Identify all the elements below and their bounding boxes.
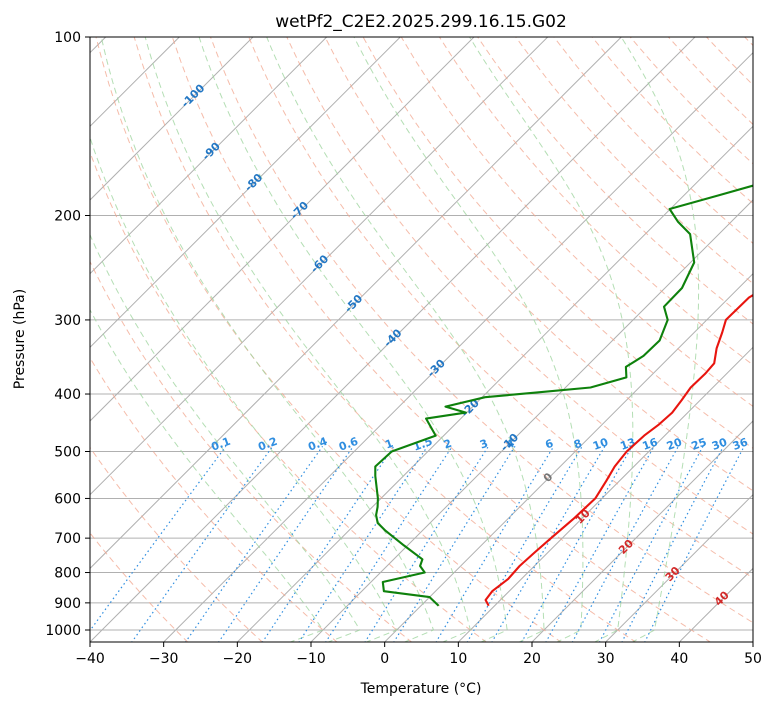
y-tick-label: 800 [54,566,81,582]
x-tick-label: 10 [449,651,467,667]
isotherm-line [383,272,753,642]
mixing-ratio-label: 0.2 [256,435,279,454]
x-tick-label: −40 [75,651,105,667]
isotherm-line [90,37,254,201]
mixing-ratio-label: 0.4 [306,435,329,454]
mixing-ratio-label: 0.1 [209,435,232,454]
isotherm-line [236,125,753,642]
dewpoint-profile-line [374,184,753,607]
mixing-ratio-line [521,445,633,642]
dry-adiabat [515,37,753,285]
dry-adiabat [90,260,413,642]
dry-adiabat [286,37,753,535]
moist-adiabat [620,37,700,642]
moist-adiabat [90,135,398,642]
x-tick-label: −30 [149,651,179,667]
moist-adiabat [144,37,471,642]
dry-adiabat [95,37,562,642]
mixing-ratio-line [184,445,324,642]
isotherm-line [604,493,753,642]
mixing-ratio-label: 2 [442,437,454,452]
mixing-ratio-line [435,445,555,642]
moist-adiabat [100,37,435,642]
isotherm-line [90,37,475,422]
chart-title: wetPf2_C2E2.2025.299.16.15.G02 [275,12,567,32]
mixing-ratio-line [491,445,606,642]
isotherm-line [457,346,753,642]
x-tick-label: 50 [744,651,762,667]
mixing-ratio-line [325,445,453,642]
isotherm-line [531,420,753,642]
mixing-ratio-label: 20 [665,435,684,453]
y-tick-label: 1000 [45,623,81,639]
moist-adiabat [353,37,584,642]
isotherm-line [90,37,549,496]
moist-adiabat [90,308,324,642]
mixing-ratio-line [466,445,583,642]
moist-adiabat [90,233,361,642]
y-tick-label: 700 [54,531,81,547]
y-tick-label: 900 [54,596,81,612]
x-tick-label: 20 [523,651,541,667]
mixing-ratio-label: 13 [618,435,637,452]
y-tick-label: 500 [54,444,81,460]
mixing-ratio-label: 6 [543,437,555,452]
mixing-ratio-label: 1 [383,437,395,452]
isotherm-line [90,37,622,570]
mixing-ratio-label: 30 [710,435,729,453]
y-tick-label: 300 [54,313,81,329]
y-axis-label: Pressure (hPa) [12,289,28,389]
x-axis-label: Temperature (°C) [360,681,482,697]
mixing-ratio-line [90,445,227,632]
dry-adiabat [90,446,263,642]
x-tick-label: −10 [296,651,326,667]
mixing-ratio-line [298,445,428,642]
mixing-ratio-label: 1.5 [411,435,434,454]
mixing-ratio-line [545,446,655,642]
isotherm-line [90,37,401,349]
mixing-ratio-label: 8 [572,437,584,452]
dry-adiabat [210,37,753,624]
mixing-ratio-line [364,445,489,642]
temperature-profile-line [484,293,753,607]
isotherm-line [90,37,328,275]
mixing-ratio-label: 25 [690,435,709,452]
y-tick-label: 100 [54,30,81,46]
x-tick-label: −20 [223,651,253,667]
dry-adiabat [248,37,753,579]
mixing-ratio-line [571,446,679,642]
isotherm-line [162,51,753,642]
isotherm-line [90,37,696,642]
mixing-ratio-label: 4 [505,437,517,452]
mixing-ratio-label: 10 [591,435,610,453]
mixing-ratio-label: 36 [731,435,750,453]
y-tick-label: 400 [54,387,81,403]
mixing-ratio-line [393,445,516,642]
plot-frame [89,36,754,643]
dry-adiabat [133,37,637,642]
mixing-ratio-label: 0.6 [337,435,360,454]
mixing-ratio-line [261,445,395,642]
x-tick-label: 40 [670,651,688,667]
dry-adiabat [171,37,712,642]
moist-adiabat [266,37,545,642]
mixing-ratio-label: 16 [641,435,660,453]
x-tick-label: 30 [597,651,615,667]
y-tick-label: 200 [54,209,81,225]
dry-adiabat [324,37,753,492]
mixing-ratio-label: 3 [478,437,490,452]
x-tick-label: 0 [380,651,389,667]
y-tick-label: 600 [54,491,81,507]
moist-adiabat [469,37,634,642]
